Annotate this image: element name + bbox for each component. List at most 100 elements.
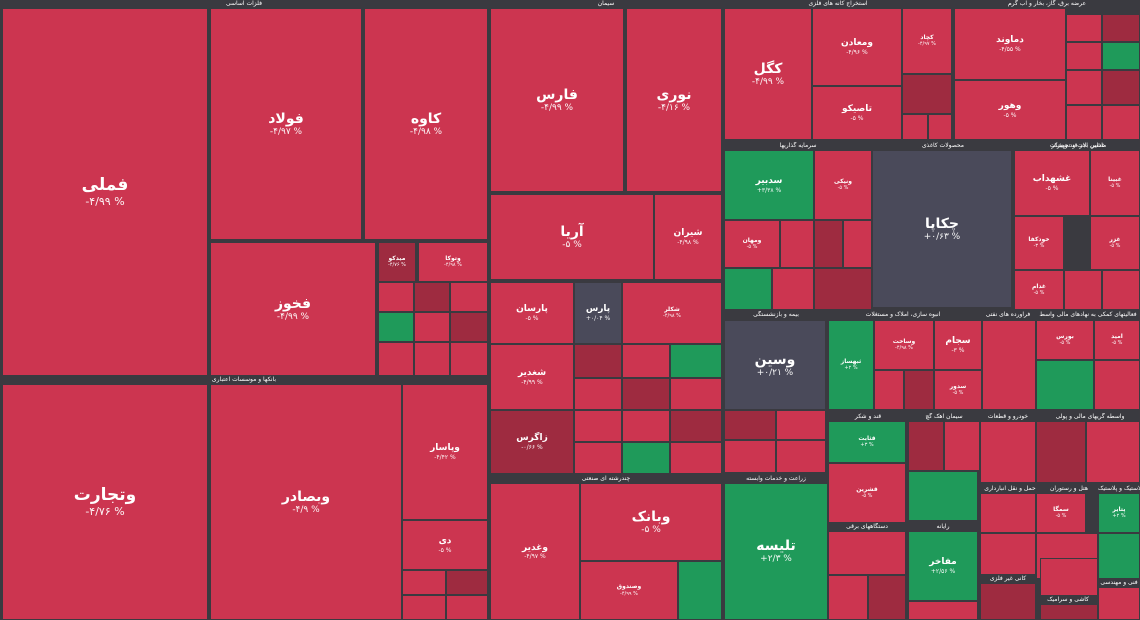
- stock-tile[interactable]: نوری -۴/۱۶ %: [626, 8, 722, 192]
- stock-tile-small[interactable]: [772, 268, 814, 310]
- stock-tile-small[interactable]: [378, 282, 414, 312]
- stock-tile-small[interactable]: [828, 531, 906, 575]
- stock-tile-small[interactable]: [1066, 42, 1102, 70]
- stock-tile-small[interactable]: [446, 595, 488, 620]
- stock-tile-small[interactable]: [670, 378, 722, 410]
- stock-tile[interactable]: غشهداب -۵ %: [1014, 150, 1090, 216]
- stock-tile-small[interactable]: [1098, 533, 1140, 579]
- stock-tile[interactable]: کچاد -۴/۹۷ %: [902, 8, 952, 74]
- stock-tile-small[interactable]: [574, 378, 622, 410]
- stock-tile-small[interactable]: [1102, 105, 1140, 140]
- stock-tile[interactable]: آریا -۵ %: [490, 194, 654, 280]
- stock-tile-small[interactable]: [1098, 587, 1140, 620]
- stock-tile-small[interactable]: [980, 533, 1036, 575]
- stock-tile[interactable]: ومعادن -۴/۹۶ %: [812, 8, 902, 86]
- stock-tile-small[interactable]: [450, 282, 488, 312]
- stock-tile-small[interactable]: [980, 421, 1036, 483]
- stock-tile[interactable]: شغدیر -۴/۹۹ %: [490, 344, 574, 410]
- stock-tile[interactable]: قشرین -۵ %: [828, 463, 906, 523]
- stock-tile-small[interactable]: [574, 442, 622, 474]
- stock-tile-small[interactable]: [776, 410, 826, 440]
- stock-tile[interactable]: کاوه -۴/۹۸ %: [364, 8, 488, 240]
- stock-tile-small[interactable]: [378, 342, 414, 376]
- stock-tile-small[interactable]: [980, 583, 1036, 620]
- stock-tile[interactable]: ثبهساز +۲ %: [828, 320, 874, 410]
- stock-tile[interactable]: زاگرس -۰/۶۶ %: [490, 410, 574, 474]
- stock-tile-small[interactable]: [622, 378, 670, 410]
- stock-tile[interactable]: وبانک -۵ %: [580, 483, 722, 561]
- stock-tile-small[interactable]: [724, 440, 776, 473]
- stock-tile[interactable]: سدور -۵ %: [934, 370, 982, 410]
- stock-tile[interactable]: وصندوق -۴/۹۹ %: [580, 561, 678, 620]
- stock-tile[interactable]: دماوند -۴/۵۵ %: [954, 8, 1066, 80]
- stock-tile-small[interactable]: [414, 312, 450, 342]
- stock-tile-small[interactable]: [670, 442, 722, 474]
- stock-tile-small[interactable]: [928, 114, 952, 140]
- stock-tile-small[interactable]: [446, 570, 488, 595]
- stock-tile[interactable]: فولاد -۴/۹۷ %: [210, 8, 362, 240]
- stock-tile-small[interactable]: [908, 421, 944, 471]
- stock-tile[interactable]: چکاپا +۰/۶۳ %: [872, 150, 1012, 308]
- stock-tile[interactable]: میدکو -۴/۷۶ %: [378, 242, 416, 282]
- stock-tile[interactable]: ومهان -۵ %: [724, 220, 780, 268]
- stock-tile[interactable]: وپاسار -۴/۴۲ %: [402, 384, 488, 520]
- stock-tile-small[interactable]: [574, 344, 622, 378]
- stock-tile[interactable]: وهور -۵ %: [954, 80, 1066, 140]
- stock-tile[interactable]: وتوکا -۴/۹۸ %: [418, 242, 488, 282]
- stock-tile-small[interactable]: [982, 320, 1036, 410]
- stock-tile-small[interactable]: [670, 344, 722, 378]
- stock-tile[interactable]: تلیسه +۲/۳ %: [724, 483, 828, 620]
- stock-tile-small[interactable]: [902, 114, 928, 140]
- stock-tile[interactable]: قثابت +۳ %: [828, 421, 906, 463]
- stock-tile-small[interactable]: [402, 570, 446, 595]
- stock-tile-small[interactable]: [724, 410, 776, 440]
- stock-tile-small[interactable]: [1066, 14, 1102, 42]
- stock-tile[interactable]: امید -۵ %: [1094, 320, 1140, 360]
- stock-tile-small[interactable]: [414, 282, 450, 312]
- stock-tile[interactable]: پتایر +۲ %: [1098, 493, 1140, 533]
- stock-tile[interactable]: سدبیر +۳/۳۸ %: [724, 150, 814, 220]
- stock-tile[interactable]: تاصیکو -۵ %: [812, 86, 902, 140]
- stock-tile[interactable]: وتجارت -۴/۷۶ %: [2, 384, 208, 620]
- stock-tile[interactable]: دی -۵ %: [402, 520, 488, 570]
- stock-tile[interactable]: غزر -۵ %: [1090, 216, 1140, 270]
- stock-tile-small[interactable]: [1066, 105, 1102, 140]
- stock-tile[interactable]: خودکفا -۳ %: [1014, 216, 1064, 270]
- stock-tile[interactable]: فملی -۴/۹۹ %: [2, 8, 208, 376]
- stock-tile[interactable]: مفاخر +۲/۵۶ %: [908, 531, 978, 601]
- stock-tile[interactable]: سجام -۳ %: [934, 320, 982, 370]
- stock-tile-small[interactable]: [908, 471, 978, 521]
- stock-tile[interactable]: ونیکی -۵ %: [814, 150, 872, 220]
- stock-tile-small[interactable]: [1040, 604, 1098, 620]
- stock-tile-small[interactable]: [1040, 558, 1098, 596]
- stock-tile-small[interactable]: [622, 410, 670, 442]
- stock-tile-small[interactable]: [904, 370, 934, 410]
- stock-tile-small[interactable]: [1036, 421, 1086, 483]
- stock-tile-small[interactable]: [944, 421, 980, 471]
- stock-tile-small[interactable]: [814, 220, 843, 268]
- stock-tile-small[interactable]: [724, 268, 772, 310]
- stock-tile[interactable]: وبصادر -۴/۹ %: [210, 384, 402, 620]
- stock-tile[interactable]: وسین +۰/۲۱ %: [724, 320, 826, 410]
- stock-tile[interactable]: پارس +۰/۰۴ %: [574, 282, 622, 344]
- stock-tile-small[interactable]: [1102, 14, 1140, 42]
- stock-tile[interactable]: فارس -۴/۹۹ %: [490, 8, 624, 192]
- stock-tile[interactable]: وغدیر -۴/۹۷ %: [490, 483, 580, 620]
- stock-tile-small[interactable]: [1102, 270, 1140, 310]
- stock-tile[interactable]: فخوز -۴/۹۹ %: [210, 242, 376, 376]
- stock-tile-small[interactable]: [622, 442, 670, 474]
- stock-tile-small[interactable]: [670, 410, 722, 442]
- stock-tile-small[interactable]: [814, 268, 872, 310]
- stock-tile-small[interactable]: [1102, 70, 1140, 105]
- stock-tile[interactable]: وساخت -۴/۹۸ %: [874, 320, 934, 370]
- stock-tile-small[interactable]: [450, 342, 488, 376]
- stock-tile-small[interactable]: [1036, 360, 1094, 410]
- stock-tile[interactable]: کگل -۴/۹۹ %: [724, 8, 812, 140]
- stock-tile-small[interactable]: [414, 342, 450, 376]
- stock-tile[interactable]: شکلر -۴/۹۸ %: [622, 282, 722, 344]
- stock-tile-small[interactable]: [622, 344, 670, 378]
- stock-tile-small[interactable]: [574, 410, 622, 442]
- stock-tile-small[interactable]: [1064, 270, 1102, 310]
- stock-tile[interactable]: سمگا -۵ %: [1036, 493, 1086, 533]
- stock-tile-small[interactable]: [908, 601, 978, 620]
